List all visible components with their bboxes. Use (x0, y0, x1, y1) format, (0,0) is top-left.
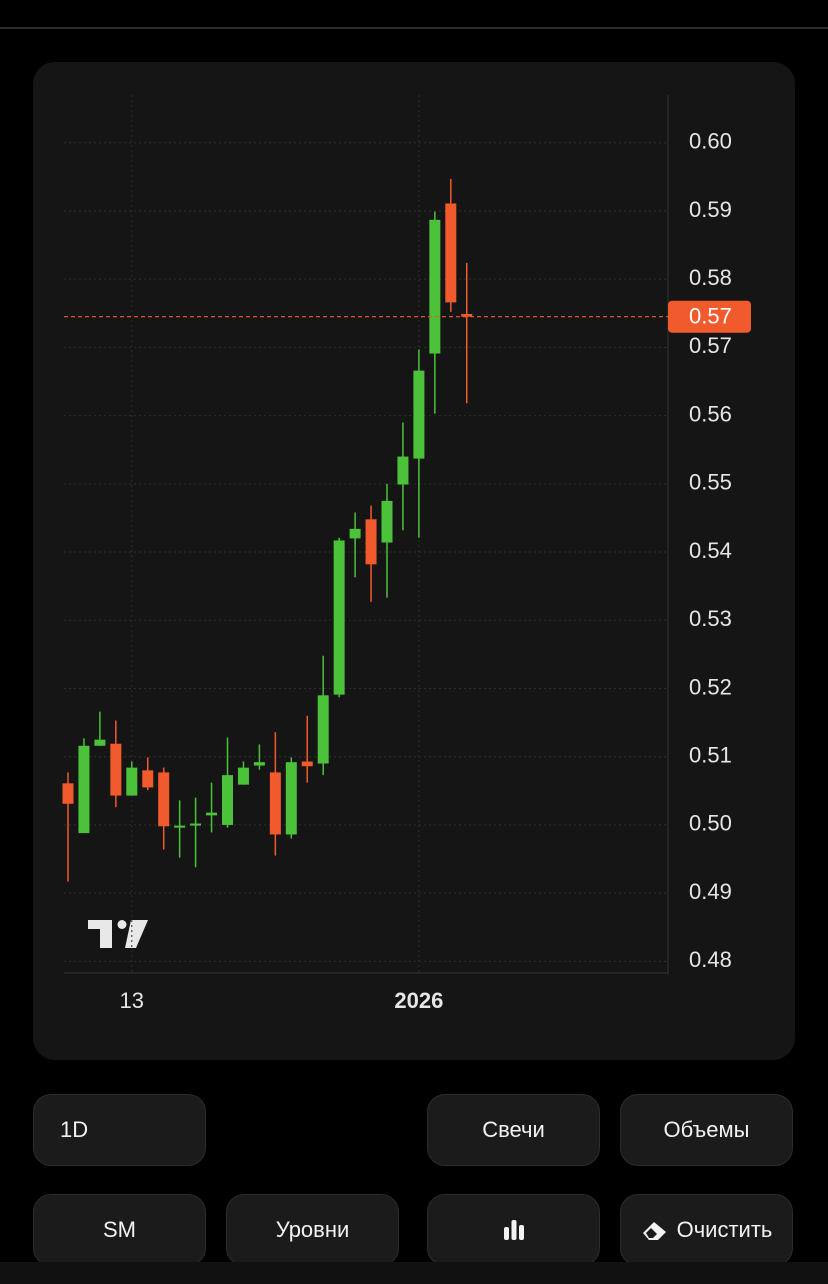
volumes-button[interactable]: Объемы (620, 1094, 793, 1166)
divider (0, 27, 828, 29)
candle-body (94, 739, 106, 746)
y-tick-label: 0.49 (689, 879, 732, 904)
eraser-icon (642, 1222, 666, 1240)
candle-body (158, 772, 170, 827)
candle-body (237, 767, 249, 785)
x-tick-label: 2026 (394, 988, 443, 1013)
candle-body (461, 313, 473, 317)
y-tick-label: 0.59 (689, 197, 732, 222)
bars-icon (503, 1220, 524, 1240)
y-tick-label: 0.54 (689, 538, 732, 563)
y-tick-label: 0.55 (689, 470, 732, 495)
candle-body (445, 203, 457, 303)
candle-body (126, 767, 138, 796)
chart-type-button[interactable]: Свечи (427, 1094, 600, 1166)
clear-label: Очистить (676, 1217, 773, 1242)
candle-body (365, 519, 377, 565)
candle-body (333, 540, 345, 695)
y-tick-label: 0.56 (689, 401, 732, 426)
y-tick-label: 0.53 (689, 606, 732, 631)
candle-body (269, 772, 281, 835)
candle-body (110, 743, 122, 796)
candle-body (142, 770, 154, 788)
candle-body (301, 761, 313, 767)
sm-button[interactable]: SM (33, 1194, 206, 1266)
chart: 0.60 0.59 0.58 0.57 0.56 0.55 0.54 0.53 0.52 0.51… (62, 95, 751, 1013)
candle-body (397, 456, 409, 485)
price-tag (668, 300, 751, 333)
candle-body (317, 695, 329, 764)
candle-body (413, 370, 425, 459)
candle-body (349, 528, 361, 539)
candle-body (206, 812, 218, 816)
y-tick-label: 0.52 (689, 674, 732, 699)
clear-button[interactable]: Очистить (620, 1194, 793, 1266)
candle-body (62, 783, 74, 804)
x-tick-label: 13 (120, 988, 144, 1013)
indicators-button[interactable] (427, 1194, 600, 1266)
y-tick-label: 0.60 (689, 129, 732, 154)
price-tag-label: 0.57 (689, 304, 732, 329)
candle-body (222, 775, 233, 825)
candle-body (78, 745, 90, 834)
interval-button[interactable]: 1D (33, 1094, 206, 1166)
candle-body (429, 219, 441, 354)
y-tick-label: 0.57 (689, 333, 732, 358)
y-tick-label: 0.58 (689, 265, 732, 290)
candle-body (174, 825, 186, 828)
y-tick-label: 0.51 (689, 743, 732, 768)
candle-body (381, 500, 393, 543)
candle-body (253, 762, 265, 766)
tv-logo (88, 920, 148, 948)
candle-body (190, 823, 202, 826)
bottom-bar (0, 1262, 828, 1284)
candle-body (285, 762, 297, 835)
y-tick-label: 0.48 (689, 947, 732, 972)
y-tick-label: 0.50 (689, 811, 732, 836)
levels-button[interactable]: Уровни (226, 1194, 399, 1266)
